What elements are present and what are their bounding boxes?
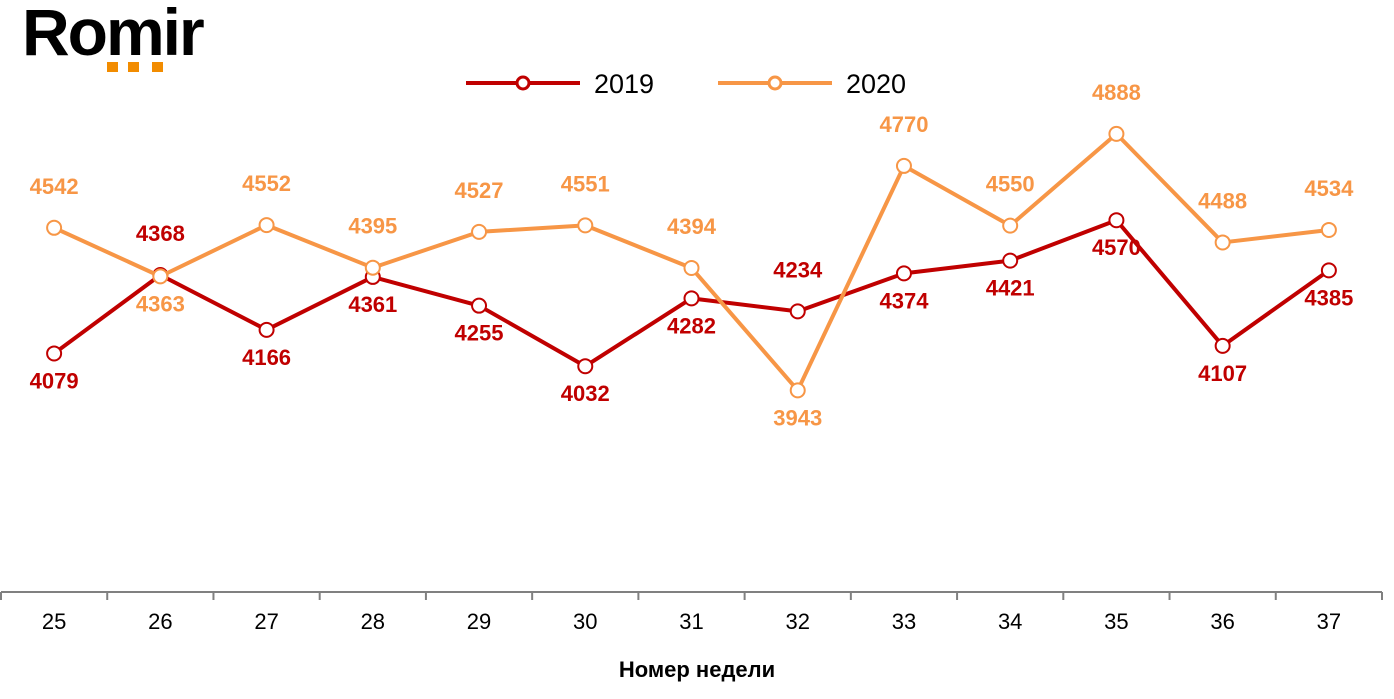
x-tick-label: 26 bbox=[148, 609, 172, 634]
data-point bbox=[1320, 262, 1337, 279]
x-tick-label: 36 bbox=[1210, 609, 1234, 634]
data-label: 4527 bbox=[455, 178, 504, 203]
data-point bbox=[1214, 337, 1231, 354]
data-label: 4551 bbox=[561, 171, 610, 196]
data-point bbox=[683, 290, 700, 307]
data-point bbox=[1108, 212, 1125, 229]
data-point bbox=[1002, 217, 1019, 234]
x-axis-title: Номер недели bbox=[619, 657, 775, 682]
data-point bbox=[577, 358, 594, 375]
data-point bbox=[471, 223, 488, 240]
legend-marker bbox=[515, 75, 531, 91]
x-tick-label: 33 bbox=[892, 609, 916, 634]
x-tick-label: 35 bbox=[1104, 609, 1128, 634]
data-point bbox=[46, 345, 63, 362]
data-label: 4385 bbox=[1304, 285, 1353, 310]
data-point bbox=[364, 259, 381, 276]
x-tick-label: 32 bbox=[785, 609, 809, 634]
data-point bbox=[258, 321, 275, 338]
x-tick-label: 34 bbox=[998, 609, 1022, 634]
logo-dot bbox=[152, 62, 163, 72]
data-point bbox=[1108, 125, 1125, 142]
data-label: 4107 bbox=[1198, 361, 1247, 386]
data-label: 4282 bbox=[667, 313, 716, 338]
data-point bbox=[46, 219, 63, 236]
x-tick-label: 25 bbox=[42, 609, 66, 634]
data-label: 4488 bbox=[1198, 188, 1247, 213]
x-tick-label: 29 bbox=[467, 609, 491, 634]
data-label: 4552 bbox=[242, 171, 291, 196]
data-label: 4361 bbox=[348, 292, 397, 317]
data-point bbox=[683, 259, 700, 276]
data-label: 4534 bbox=[1304, 176, 1354, 201]
data-point bbox=[471, 297, 488, 314]
data-label: 4421 bbox=[986, 276, 1035, 301]
data-label: 4542 bbox=[30, 174, 79, 199]
data-label: 4079 bbox=[30, 368, 79, 393]
data-point bbox=[895, 157, 912, 174]
x-tick-label: 31 bbox=[679, 609, 703, 634]
data-label: 4374 bbox=[879, 288, 929, 313]
legend-item-2020: 2020 bbox=[718, 69, 906, 99]
data-label: 4255 bbox=[455, 321, 504, 346]
data-label: 4234 bbox=[773, 257, 823, 282]
data-label: 4570 bbox=[1092, 235, 1141, 260]
data-point bbox=[577, 217, 594, 234]
data-label: 4395 bbox=[348, 214, 397, 239]
data-label: 4368 bbox=[136, 221, 185, 246]
logo-text: Romir bbox=[22, 0, 205, 69]
romir-logo: Romir bbox=[22, 0, 205, 70]
data-label: 4166 bbox=[242, 345, 291, 370]
data-label: 3943 bbox=[773, 405, 822, 430]
logo-dot bbox=[128, 62, 139, 72]
legend-marker bbox=[767, 75, 783, 91]
data-label: 4032 bbox=[561, 381, 610, 406]
data-point bbox=[789, 303, 806, 320]
logo-dot bbox=[107, 62, 118, 72]
data-label: 4363 bbox=[136, 291, 185, 316]
data-point bbox=[789, 382, 806, 399]
legend-item-2019: 2019 bbox=[466, 69, 654, 99]
data-point bbox=[1320, 221, 1337, 238]
data-label: 4550 bbox=[986, 172, 1035, 197]
data-point bbox=[1214, 234, 1231, 251]
data-label: 4888 bbox=[1092, 80, 1141, 105]
legend-label: 2020 bbox=[846, 69, 906, 99]
data-point bbox=[1002, 252, 1019, 269]
legend-label: 2019 bbox=[594, 69, 654, 99]
data-point bbox=[152, 268, 169, 285]
x-tick-label: 37 bbox=[1317, 609, 1341, 634]
x-tick-label: 27 bbox=[254, 609, 278, 634]
data-point bbox=[258, 217, 275, 234]
series-2020: 4542 4363 4552 4395 4527 4551 4394 3943 4770 4550… bbox=[30, 80, 1354, 430]
data-label: 4394 bbox=[667, 214, 717, 239]
x-tick-label: 28 bbox=[361, 609, 385, 634]
data-label: 4770 bbox=[879, 112, 928, 137]
x-tick-label: 30 bbox=[573, 609, 597, 634]
data-point bbox=[895, 265, 912, 282]
